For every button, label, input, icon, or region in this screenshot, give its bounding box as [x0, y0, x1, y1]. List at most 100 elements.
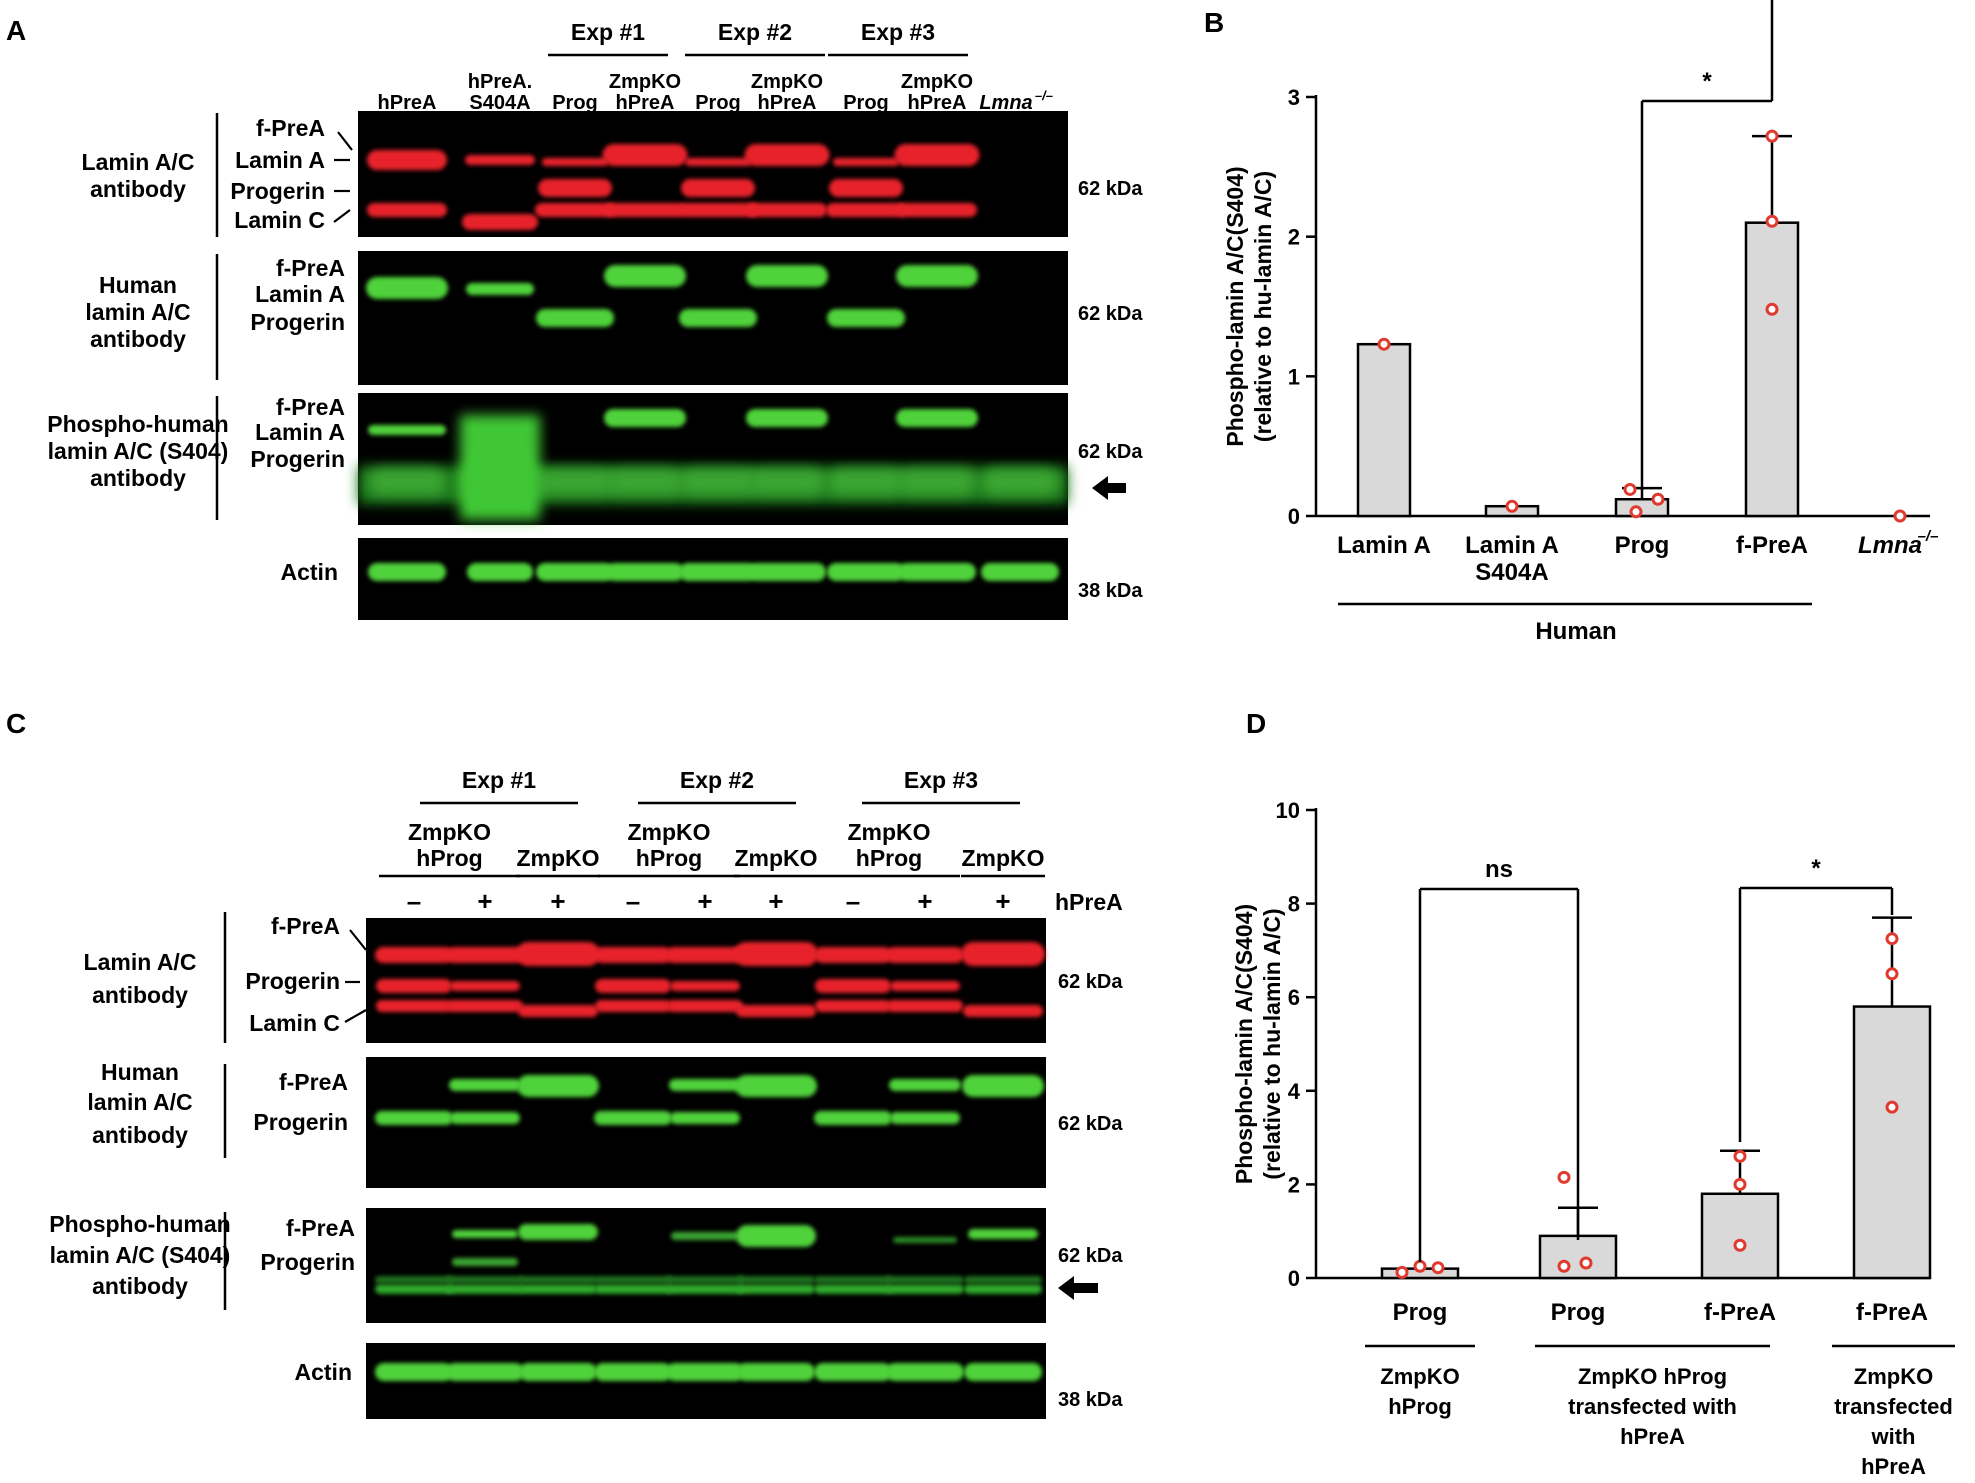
antibody-label: Lamin A/C — [82, 149, 195, 175]
experiment-header: Exp #2 — [718, 19, 792, 45]
category-label: –/– — [1918, 528, 1939, 545]
data-point — [1557, 1170, 1571, 1184]
panel-label-b: B — [1204, 7, 1224, 38]
antibody-label: Human — [99, 272, 177, 298]
category-label: S404A — [1475, 559, 1548, 586]
antibody-label: lamin A/C (S404) — [48, 438, 229, 464]
blot-band — [670, 1112, 740, 1124]
y-tick-label: 0 — [1288, 1266, 1300, 1291]
blot-band — [594, 1363, 672, 1381]
band-label: f-PreA — [271, 913, 340, 939]
group-label: ZmpKO — [961, 845, 1044, 871]
blot-band — [815, 979, 891, 993]
hpreA-sign: + — [697, 886, 712, 916]
bar — [1700, 1192, 1780, 1280]
arrow-indicator — [1092, 476, 1126, 500]
y-axis-label-line: Phospho-lamin A/C(S404) — [1231, 904, 1257, 1184]
data-point — [1623, 482, 1637, 496]
blot-band — [886, 1284, 964, 1294]
blot-band — [814, 1284, 892, 1294]
blot-band — [666, 1284, 744, 1294]
blot-band — [747, 203, 827, 217]
antibody-label: Lamin A/C — [84, 949, 197, 975]
band-pointer — [344, 1009, 367, 1023]
blot-band — [666, 947, 744, 963]
blot-band — [670, 981, 740, 991]
blot-band — [368, 425, 446, 435]
blot-band — [606, 563, 684, 581]
bar — [1538, 1234, 1618, 1280]
blot-band — [737, 1284, 815, 1294]
blot-band — [517, 1075, 599, 1097]
antibody-label: antibody — [92, 1273, 188, 1299]
molecular-weight-label: 62 kDa — [1078, 441, 1143, 463]
blot-band — [535, 203, 615, 217]
category-label: f-PreA — [1704, 1299, 1776, 1326]
blot-band — [827, 563, 905, 581]
band-label: Progerin — [250, 309, 345, 335]
bar — [1744, 221, 1800, 518]
antibody-label: antibody — [90, 176, 186, 202]
panel-label-d: D — [1246, 708, 1266, 739]
experiment-header: Exp #1 — [571, 19, 645, 45]
blot-band — [833, 158, 899, 166]
blot-band — [737, 1363, 815, 1381]
blot-band — [736, 1005, 816, 1017]
blot-band — [814, 1276, 892, 1284]
blot-band — [961, 942, 1045, 966]
blot-band — [886, 1276, 964, 1284]
blot-band — [465, 155, 535, 165]
group-label: ZmpKO — [627, 819, 710, 845]
data-point — [1885, 967, 1899, 981]
blot-band — [746, 265, 828, 287]
blot-band — [452, 1258, 518, 1266]
blot-band — [538, 179, 612, 197]
blot-band — [898, 563, 976, 581]
band-label: Lamin A — [255, 419, 345, 445]
blot-band — [744, 144, 830, 166]
category-label: f-PreA — [1856, 1299, 1928, 1326]
data-point — [1377, 337, 1391, 351]
blot-band — [964, 1363, 1042, 1381]
blot-band — [748, 563, 826, 581]
blot-band — [667, 1000, 743, 1012]
experiment-header: Exp #3 — [904, 767, 978, 793]
blot-band — [814, 947, 892, 963]
blot-band — [898, 469, 976, 495]
y-tick-label: 3 — [1288, 85, 1300, 110]
group-label: transfected with — [1568, 1394, 1737, 1419]
blot-band — [594, 1284, 672, 1294]
lane-label: hPreA. — [468, 71, 532, 93]
blot-band — [376, 1000, 452, 1012]
lane-label: hPreA — [908, 92, 967, 114]
y-axis-label-line: (relative to hu-lamin A/C) — [1259, 908, 1285, 1179]
y-axis-label-line: Phospho-lamin A/C(S404) — [1222, 166, 1248, 446]
data-point — [1765, 129, 1779, 143]
y-tick-label: 10 — [1276, 798, 1300, 823]
significance-label: ns — [1485, 856, 1513, 883]
blot-band — [964, 1276, 1042, 1284]
blot-band — [681, 179, 755, 197]
significance-label: * — [1702, 68, 1712, 95]
bar — [1852, 1005, 1932, 1280]
blot-band — [446, 1284, 524, 1294]
blot-band — [375, 1276, 453, 1284]
data-point — [1765, 214, 1779, 228]
band-pointer — [333, 209, 351, 223]
blot-band — [367, 203, 447, 217]
blot-band — [536, 469, 614, 495]
category-label: Prog — [1393, 1299, 1448, 1326]
blot-smear — [460, 415, 540, 520]
blot-band — [827, 469, 905, 495]
blot-band — [894, 144, 980, 166]
lane-label-sup: –/– — [1035, 88, 1053, 103]
y-axis-label: Phospho-lamin A/C(S404) (relative to hu-l… — [1222, 166, 1276, 446]
y-tick-label: 8 — [1288, 892, 1300, 917]
group-label: with — [1871, 1424, 1916, 1449]
data-point — [1395, 1265, 1409, 1279]
molecular-weight-label: 38 kDa — [1058, 1389, 1123, 1411]
blot-band — [890, 981, 960, 991]
blot-band — [367, 150, 447, 170]
blot-band — [375, 1111, 453, 1125]
